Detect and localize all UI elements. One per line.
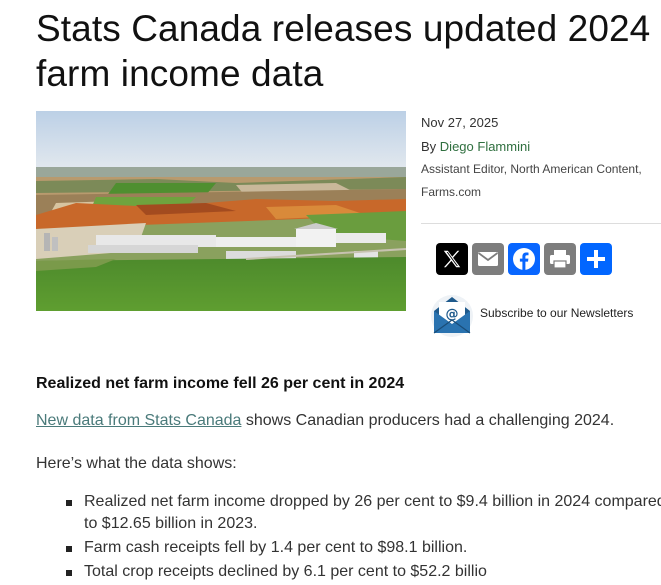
share-email-button[interactable] [472, 243, 504, 275]
article-title: Stats Canada releases updated 2024 farm … [36, 8, 651, 94]
share-facebook-button[interactable] [508, 243, 540, 275]
share-plus-icon [587, 250, 605, 268]
list-item: Total crop receipts declined by 6.1 per … [36, 561, 661, 583]
bullet-square-icon [66, 570, 72, 576]
list-item-text: Farm cash receipts fell by 1.4 per cent … [84, 539, 468, 556]
byline-prefix: By [421, 139, 437, 154]
email-icon [477, 252, 499, 266]
hero-image [36, 111, 406, 311]
share-x-button[interactable] [436, 243, 468, 275]
share-buttons [436, 243, 612, 275]
data-bullet-list: Realized net farm income dropped by 26 p… [36, 491, 661, 585]
author-link[interactable]: Diego Flammini [439, 139, 531, 154]
list-item-text: Realized net farm income dropped by 26 p… [84, 493, 661, 532]
newsletter-envelope-icon: @ [431, 295, 473, 337]
x-logo-icon [443, 250, 461, 268]
aerial-farm-photo-icon [36, 111, 406, 311]
byline: By Diego Flammini [421, 138, 661, 156]
stats-canada-link[interactable]: New data from Stats Canada [36, 412, 242, 429]
data-intro-paragraph: Here’s what the data shows: [36, 455, 237, 472]
print-icon [550, 250, 570, 269]
bullet-square-icon [66, 546, 72, 552]
publish-date: Nov 27, 2025 [421, 115, 499, 130]
newsletter-label[interactable]: Subscribe to our Newsletters [480, 306, 634, 320]
newsletter-subscribe[interactable]: @ Subscribe to our Newsletters [430, 293, 633, 339]
article-meta: Nov 27, 2025 By Diego Flammini Assistant… [421, 114, 661, 204]
facebook-icon [513, 248, 535, 270]
bullet-square-icon [66, 500, 72, 506]
intro-paragraph-text: shows Canadian producers had a challengi… [241, 412, 615, 429]
list-item: Realized net farm income dropped by 26 p… [36, 491, 661, 535]
share-more-button[interactable] [580, 243, 612, 275]
list-item-text: Total crop receipts declined by 6.1 per … [84, 563, 487, 580]
svg-text:@: @ [446, 307, 459, 322]
section-heading: Realized net farm income fell 26 per cen… [36, 375, 405, 392]
meta-divider [421, 223, 661, 224]
share-print-button[interactable] [544, 243, 576, 275]
intro-paragraph: New data from Stats Canada shows Canadia… [36, 410, 614, 432]
list-item: Farm cash receipts fell by 1.4 per cent … [36, 537, 661, 559]
author-role: Assistant Editor, North American Content… [421, 162, 642, 199]
